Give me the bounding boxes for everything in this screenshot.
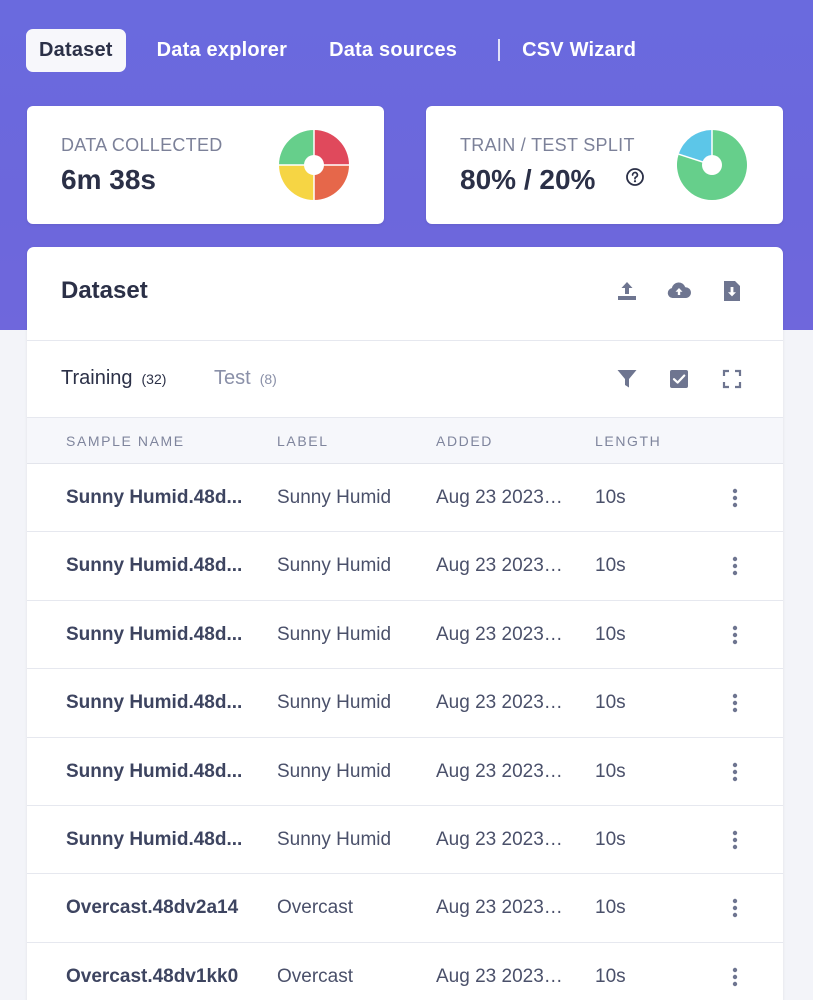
train-test-split-value: 80% / 20% xyxy=(460,164,596,195)
sample-length: 10s xyxy=(595,692,626,714)
sample-name[interactable]: Sunny Humid.48d... xyxy=(66,760,243,782)
more-options-icon[interactable] xyxy=(725,623,745,647)
more-options-icon[interactable] xyxy=(725,760,745,784)
more-options-icon[interactable] xyxy=(725,828,745,852)
table-body: Sunny Humid.48d... Sunny Humid Aug 23 2023… xyxy=(27,464,783,1000)
pie-slice-train xyxy=(677,130,747,200)
top-navigation: Dataset Data explorer Data sources CSV W… xyxy=(26,28,636,72)
train-test-split-card: TRAIN / TEST SPLIT 80% / 20% xyxy=(426,106,783,224)
table-header: SAMPLE NAME LABEL ADDED LENGTH xyxy=(27,418,783,464)
sample-label: Sunny Humid xyxy=(277,760,392,782)
table-row[interactable]: Sunny Humid.48d... Sunny Humid Aug 23 2023… xyxy=(27,738,783,806)
table-row[interactable]: Overcast.48dv1kk0 Overcast Aug 23 2023, ..… xyxy=(27,943,783,1000)
file-download-icon[interactable] xyxy=(718,277,746,305)
pie-slice-yellow xyxy=(279,165,314,200)
data-collected-card: DATA COLLECTED 6m 38s xyxy=(27,106,384,224)
sample-added: Aug 23 2023, ... xyxy=(436,487,566,508)
sample-added: Aug 23 2023, ... xyxy=(436,623,566,645)
pie-slice-orange xyxy=(314,165,349,200)
table-row[interactable]: Sunny Humid.48d... Sunny Humid Aug 23 2023… xyxy=(27,669,783,738)
sample-name[interactable]: Overcast.48dv1kk0 xyxy=(66,965,239,987)
data-collected-pie-chart xyxy=(279,130,349,200)
table-row[interactable]: Sunny Humid.48d... Sunny Humid Aug 23 2023… xyxy=(27,532,783,601)
tab-data-sources[interactable]: Data sources xyxy=(329,38,458,61)
pie-slice-red xyxy=(314,130,349,165)
upload-icon[interactable] xyxy=(613,277,641,305)
tab-dataset[interactable]: Dataset xyxy=(26,28,126,72)
sample-name[interactable]: Sunny Humid.48d... xyxy=(66,555,243,577)
sample-name[interactable]: Overcast.48dv2a14 xyxy=(66,897,239,919)
sample-length: 10s xyxy=(595,623,626,645)
sample-label: Overcast xyxy=(277,965,354,987)
select-checkbox-icon[interactable] xyxy=(665,365,693,393)
sample-name[interactable]: Sunny Humid.48d... xyxy=(66,828,243,850)
tab-data-explorer[interactable]: Data explorer xyxy=(156,38,288,61)
more-options-icon[interactable] xyxy=(725,486,745,510)
sample-length: 10s xyxy=(595,965,626,987)
sample-label: Sunny Humid xyxy=(277,828,392,850)
more-options-icon[interactable] xyxy=(725,965,745,989)
nav-separator xyxy=(498,39,501,61)
table-row[interactable]: Sunny Humid.48d... Sunny Humid Aug 23 2023… xyxy=(27,601,783,670)
sample-name[interactable]: Sunny Humid.48d... xyxy=(66,692,243,714)
sample-added: Aug 23 2023, ... xyxy=(436,692,566,714)
sample-length: 10s xyxy=(595,555,626,577)
column-header-length[interactable]: LENGTH xyxy=(595,433,662,449)
dataset-title: Dataset xyxy=(61,277,148,304)
column-header-label[interactable]: LABEL xyxy=(277,433,329,449)
sample-label: Sunny Humid xyxy=(277,555,392,577)
train-test-split-pie-chart xyxy=(677,130,747,200)
more-options-icon[interactable] xyxy=(725,896,745,920)
sample-added: Aug 23 2023, ... xyxy=(436,828,566,850)
sample-label: Overcast xyxy=(277,897,354,919)
table-row[interactable]: Overcast.48dv2a14 Overcast Aug 23 2023, ..… xyxy=(27,874,783,943)
help-icon[interactable] xyxy=(625,167,645,187)
sample-name[interactable]: Sunny Humid.48d... xyxy=(66,487,243,508)
column-header-sample-name[interactable]: SAMPLE NAME xyxy=(66,433,185,449)
tab-training-label: Training xyxy=(61,367,133,389)
sample-added: Aug 23 2023, ... xyxy=(436,897,566,919)
cloud-upload-icon[interactable] xyxy=(665,277,693,305)
tab-test-count: (8) xyxy=(259,371,277,387)
sample-label: Sunny Humid xyxy=(277,623,392,645)
fullscreen-icon[interactable] xyxy=(718,365,746,393)
data-collected-label: DATA COLLECTED xyxy=(61,135,223,155)
filter-icon[interactable] xyxy=(613,365,641,393)
column-header-added[interactable]: ADDED xyxy=(436,433,494,449)
tab-training[interactable]: Training (32) xyxy=(61,367,166,390)
sample-length: 10s xyxy=(595,487,626,508)
sample-length: 10s xyxy=(595,760,626,782)
sample-length: 10s xyxy=(595,828,626,850)
pie-slice-green xyxy=(279,130,314,165)
table-row[interactable]: Sunny Humid.48d... Sunny Humid Aug 23 2023… xyxy=(27,464,783,533)
dataset-panel: Dataset Training (32) Test xyxy=(27,247,783,1000)
sample-label: Sunny Humid xyxy=(277,692,392,714)
dataset-subtabs: Training (32) Test (8) xyxy=(27,341,783,418)
tab-test-label: Test xyxy=(214,367,251,389)
sample-length: 10s xyxy=(595,897,626,919)
table-row[interactable]: Sunny Humid.48d... Sunny Humid Aug 23 2023… xyxy=(27,806,783,875)
sample-added: Aug 23 2023, ... xyxy=(436,760,566,782)
tab-training-count: (32) xyxy=(141,371,167,387)
sample-label: Sunny Humid xyxy=(277,487,392,508)
sample-name[interactable]: Sunny Humid.48d... xyxy=(66,623,243,645)
more-options-icon[interactable] xyxy=(725,554,745,578)
tab-csv-wizard[interactable]: CSV Wizard xyxy=(522,38,637,61)
train-test-split-label: TRAIN / TEST SPLIT xyxy=(460,135,635,155)
tab-test[interactable]: Test (8) xyxy=(214,367,277,390)
sample-added: Aug 23 2023, ... xyxy=(436,965,566,987)
sample-added: Aug 23 2023, ... xyxy=(436,555,566,577)
data-collected-value: 6m 38s xyxy=(61,164,156,195)
more-options-icon[interactable] xyxy=(725,691,745,715)
dataset-panel-header: Dataset xyxy=(27,247,783,341)
